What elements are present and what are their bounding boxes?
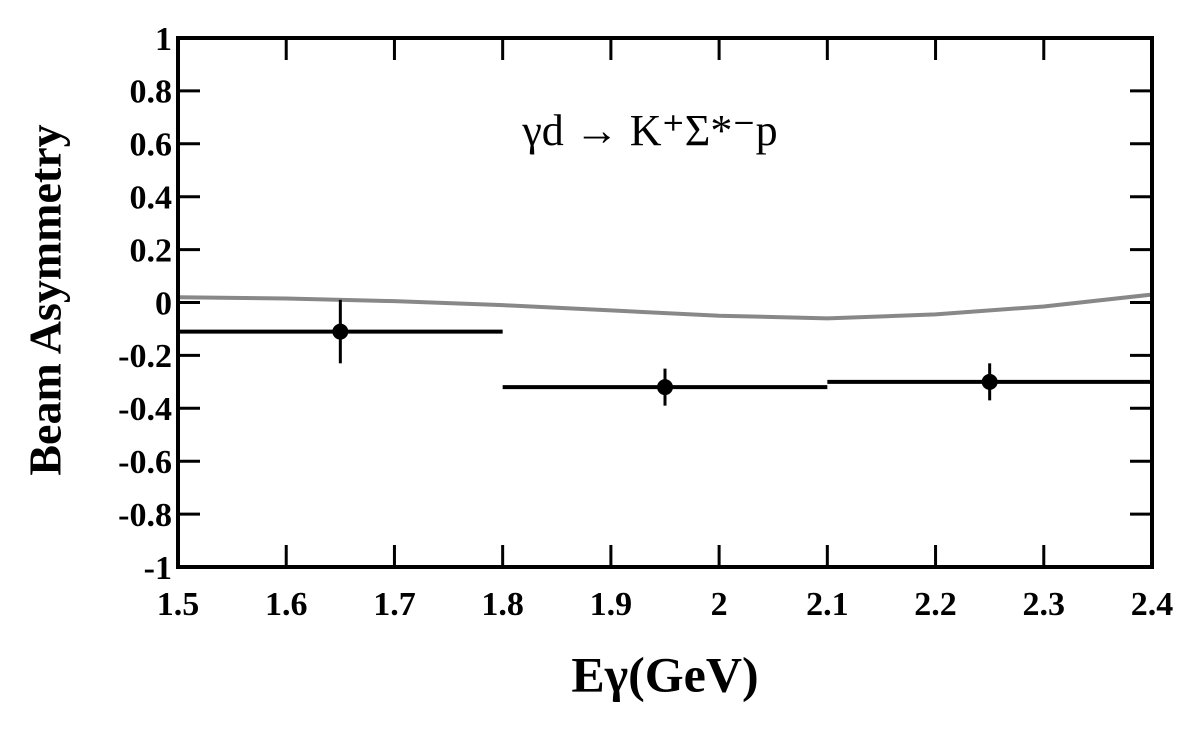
x-tick-label: 1.8: [481, 586, 524, 623]
y-axis-label: Beam Asymmetry: [20, 124, 71, 475]
x-tick-label: 1.7: [373, 586, 416, 623]
x-tick-label: 1.6: [265, 586, 308, 623]
y-tick-label: 0.2: [130, 232, 173, 269]
y-tick-label: -0.6: [118, 444, 172, 481]
y-tick-label: -1: [144, 550, 172, 587]
y-tick-label: 1: [155, 21, 172, 58]
annotation: γd → K⁺Σ*⁻p: [521, 106, 777, 155]
x-tick-label: 1.9: [590, 586, 633, 623]
y-tick-label: -0.8: [118, 497, 172, 534]
x-axis-label: Eγ(GeV): [571, 646, 758, 702]
x-tick-label: 2.4: [1131, 586, 1174, 623]
theory-curve: [177, 292, 1153, 321]
y-tick-label: 0.4: [130, 179, 173, 216]
y-tick-label: 0.6: [130, 127, 173, 164]
data-point: [657, 379, 673, 396]
x-tick-label: 2.2: [914, 586, 957, 623]
x-tick-label: 2.1: [806, 586, 849, 623]
y-tick-label: 0.8: [130, 74, 173, 111]
data-point: [332, 323, 349, 340]
x-tick-label: 2.3: [1023, 586, 1066, 623]
y-tick-label: -0.4: [118, 391, 172, 428]
x-tick-label: 2: [711, 586, 728, 623]
y-tick-label: -0.2: [118, 338, 172, 375]
x-tick-label: 1.5: [157, 586, 200, 623]
data-point: [981, 373, 998, 390]
y-tick-label: 0: [155, 285, 172, 322]
